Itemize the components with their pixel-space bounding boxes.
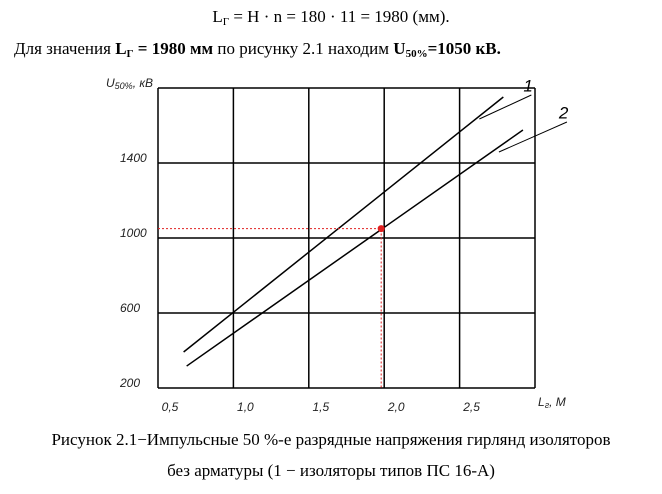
subscript: Г — [127, 48, 134, 60]
text: по рисунку 2.1 находим — [213, 39, 393, 58]
y-tick-label: 200 — [119, 376, 140, 390]
reference-line — [158, 228, 382, 388]
rest: , М — [549, 395, 566, 409]
symbol: L — [538, 395, 545, 409]
leader-line — [498, 121, 568, 153]
value: = 1980 мм — [134, 39, 214, 58]
series-label: 1 — [523, 76, 532, 95]
y-tick-label: 1000 — [120, 226, 147, 240]
y-axis-label: U50%, кВ — [106, 76, 153, 91]
text: Для значения — [14, 39, 115, 58]
y-tick-label: 600 — [120, 301, 140, 315]
x-tick-label: 2,5 — [462, 400, 480, 414]
symbol: U — [393, 39, 405, 58]
formula: LГ = H · n = 180 · 11 = 1980 (мм). — [212, 7, 449, 28]
rest: , кВ — [133, 76, 153, 90]
subscript: 50% — [115, 81, 133, 91]
x-tick-label: 2,0 — [387, 400, 405, 414]
x-tick-label: 0,5 — [162, 400, 179, 414]
symbol: L — [212, 7, 222, 26]
x-axis-label: Lг, М — [538, 395, 566, 410]
x-tick-label: 1,0 — [237, 400, 254, 414]
y-tick-label: 1400 — [120, 151, 147, 165]
subscript: Г — [223, 16, 229, 28]
series-line — [183, 96, 504, 353]
sentence: Для значения LГ = 1980 мм по рисунку 2.1… — [14, 39, 501, 60]
formula-rest: = H · n = 180 · 11 = 1980 (мм). — [229, 7, 450, 26]
point — [377, 225, 385, 233]
symbol: U — [106, 76, 115, 90]
caption: Рисунок 2.1−Импульсные 50 %-е разрядные … — [51, 430, 610, 449]
leader-line — [479, 94, 532, 120]
subscript: г — [545, 400, 550, 410]
caption: без арматуры (1 − изоляторы типов ПС 16-… — [167, 461, 495, 480]
series-line — [186, 129, 524, 367]
result: =1050 кВ. — [428, 39, 501, 58]
series-label: 2 — [558, 103, 569, 122]
symbol: L — [115, 39, 126, 58]
x-tick-label: 1,5 — [312, 400, 329, 414]
subscript: 50% — [406, 48, 428, 60]
